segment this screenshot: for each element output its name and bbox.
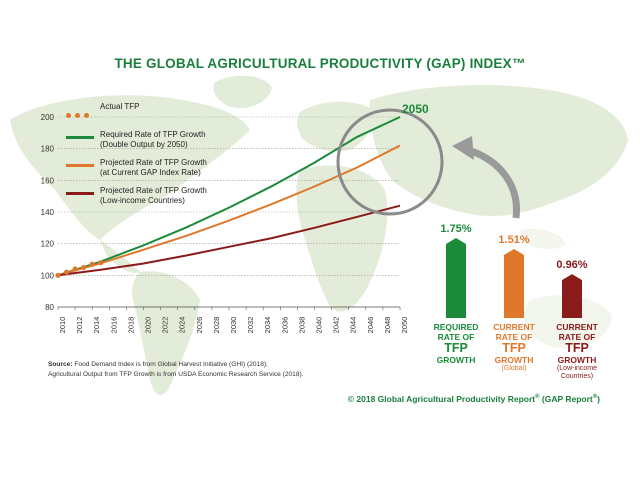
legend-item-actual: Actual TFP: [66, 102, 296, 126]
x-tick-label: 2010: [58, 317, 67, 334]
actual-tfp-points: [55, 260, 104, 278]
series-current-line: [57, 144, 401, 277]
actual-tfp-point: [98, 260, 104, 266]
bar-label-current-low-income: CURRENT RATE OF TFP GROWTH (Low-income C…: [556, 322, 598, 380]
legend-label: Projected Rate of TFP Growth (Low-income …: [100, 186, 207, 205]
x-tick-label: 2012: [75, 317, 84, 334]
x-tick-label: 2050: [400, 317, 409, 334]
x-tick-label: 2040: [315, 317, 324, 334]
y-tick-label: 180: [41, 145, 55, 154]
y-tick-label: 120: [41, 240, 55, 249]
legend-label: Projected Rate of TFP Growth (at Current …: [100, 158, 207, 177]
actual-tfp-point: [55, 272, 61, 278]
page-title: THE GLOBAL AGRICULTURAL PRODUCTIVITY (GA…: [114, 56, 526, 71]
x-tick-label: 2026: [195, 317, 204, 334]
y-tick-label: 200: [41, 113, 55, 122]
x-tick-label: 2014: [92, 317, 101, 334]
growth-bar: [446, 238, 466, 318]
series-low-income-line: [57, 204, 401, 277]
growth-rate-bars: 1.75% 1.51% 0.96%: [440, 223, 588, 318]
legend-swatch-darkred: [66, 192, 94, 195]
bar-label-current-global: CURRENT RATE OF TFP GROWTH (Global): [493, 322, 535, 372]
bar-value-label: 0.96%: [556, 259, 587, 271]
y-tick-label: 140: [41, 208, 55, 217]
x-tick-label: 2024: [178, 317, 187, 334]
x-tick-label: 2032: [246, 317, 255, 334]
bar-label-required: REQUIRED RATE OF TFP GROWTH: [433, 322, 479, 365]
legend-swatch-actual: [66, 105, 94, 118]
y-axis-ticks: 80 100 120 140 160 180 200: [41, 113, 55, 312]
x-tick-label: 2022: [161, 317, 170, 334]
legend-label: Actual TFP: [100, 102, 140, 111]
curved-arrow: [466, 146, 520, 219]
legend-swatch-orange: [66, 164, 94, 167]
x-tick-label: 2048: [383, 317, 392, 334]
annotation-2050: 2050: [402, 102, 429, 116]
y-tick-label: 80: [45, 303, 54, 312]
growth-bar: [504, 248, 524, 318]
x-tick-label: 2020: [144, 317, 153, 334]
actual-tfp-point: [81, 264, 87, 271]
actual-tfp-point: [89, 261, 95, 267]
arrow-head: [452, 136, 474, 160]
legend-swatch-green: [66, 136, 94, 139]
x-tick-label: 2046: [366, 317, 375, 334]
x-tick-label: 2038: [297, 317, 306, 334]
legend-item-low-income: Projected Rate of TFP Growth (Low-income …: [66, 186, 296, 210]
x-tick-label: 2042: [332, 317, 341, 334]
y-tick-label: 160: [41, 176, 55, 185]
legend-label: Required Rate of TFP Growth (Double Outpu…: [100, 130, 206, 149]
chart-legend: Actual TFP Required Rate of TFP Growth (D…: [66, 102, 296, 214]
legend-item-current: Projected Rate of TFP Growth (at Current …: [66, 158, 296, 182]
actual-tfp-point: [63, 269, 70, 275]
copyright-line: © 2018 Global Agricultural Productivity …: [347, 394, 600, 404]
growth-bar: [562, 274, 582, 318]
x-tick-label: 2028: [212, 317, 221, 334]
y-tick-label: 100: [41, 271, 55, 280]
x-tick-label: 2034: [263, 317, 272, 334]
bar-value-label: 1.75%: [440, 223, 471, 235]
x-tick-label: 2044: [349, 317, 358, 334]
series-lines: [57, 116, 401, 277]
x-tick-label: 2030: [229, 317, 238, 334]
x-tick-label: 2018: [126, 317, 135, 334]
x-tick-label: 2036: [280, 317, 289, 334]
magnifier-circle: [336, 108, 444, 216]
legend-item-required: Required Rate of TFP Growth (Double Outpu…: [66, 130, 296, 154]
actual-tfp-point: [72, 266, 78, 272]
source-note: Source: Food Demand Index is from Global…: [48, 361, 304, 378]
series-required-line: [57, 116, 401, 277]
bar-value-label: 1.51%: [498, 234, 529, 246]
x-axis-ticks: 2010 2012 2014 2016 2018 2020 2022 2024 2026 2028…: [57, 307, 409, 334]
x-tick-label: 2016: [109, 317, 118, 334]
